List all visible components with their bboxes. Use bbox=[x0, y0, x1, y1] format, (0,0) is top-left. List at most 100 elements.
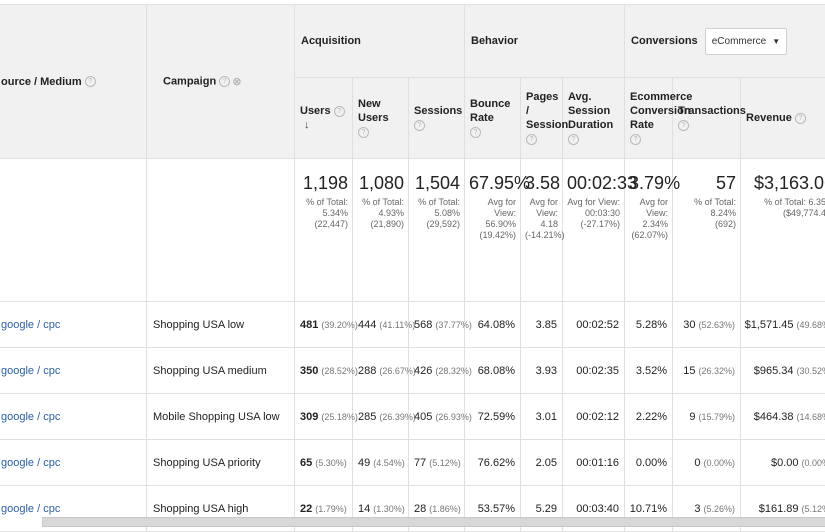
total-users-value: 1,198 bbox=[302, 173, 348, 193]
revenue-column-header[interactable]: Revenue ? bbox=[740, 77, 825, 159]
users-pct: (25.18%) bbox=[321, 411, 358, 422]
total-ecom-rate-value: 3.79% bbox=[629, 173, 681, 193]
help-icon[interactable]: ? bbox=[333, 105, 345, 117]
new-users-column-header[interactable]: New Users? bbox=[352, 77, 409, 159]
source-medium-link[interactable]: google / cpc bbox=[1, 456, 61, 469]
transactions-pct: (26.32%) bbox=[698, 365, 736, 376]
conversions-label: Conversions bbox=[631, 34, 698, 47]
bounce-rate-col-label: Bounce Rate bbox=[470, 98, 511, 124]
help-icon[interactable]: ? bbox=[568, 133, 579, 145]
totals-blank-cell bbox=[146, 158, 295, 302]
revenue-cell: $464.38 bbox=[753, 410, 794, 423]
revenue-pct: (0.00%) bbox=[801, 457, 825, 468]
totals-blank-cell bbox=[0, 158, 147, 302]
source-medium-link[interactable]: google / cpc bbox=[1, 502, 61, 515]
campaign-header[interactable]: Campaign? ⊗ bbox=[146, 4, 295, 159]
total-avg-duration-note: Avg for View: bbox=[567, 197, 621, 207]
bounce-rate-column-header[interactable]: Bounce Rate? bbox=[464, 77, 521, 159]
total-ecom-rate-note: View: bbox=[646, 208, 669, 218]
total-bounce-rate: 67.95% Avg for View: 56.90% (19.42%) bbox=[464, 158, 530, 302]
new-users-cell: 444 bbox=[358, 318, 377, 331]
help-icon[interactable]: ? bbox=[414, 119, 425, 131]
revenue-cell: $0.00 bbox=[771, 456, 799, 469]
help-icon[interactable]: ? bbox=[219, 76, 231, 87]
conversion-type-select[interactable]: eCommerce ▼ bbox=[704, 27, 788, 55]
total-new-users-value: 1,080 bbox=[358, 173, 404, 193]
transactions-column-header[interactable]: Transactions? bbox=[672, 77, 746, 159]
sessions-column-header[interactable]: Sessions ? bbox=[408, 77, 465, 159]
new-users-cell: 288 bbox=[358, 364, 377, 377]
total-ecom-rate-note: 2.34% bbox=[642, 219, 669, 229]
ecom-rate-column-header[interactable]: Ecommerce Conversion Rate ? bbox=[624, 77, 692, 159]
total-revenue-note: % of Total: 6.35% bbox=[764, 197, 825, 207]
source-medium-label: ource / Medium bbox=[1, 75, 82, 88]
help-icon[interactable]: ? bbox=[794, 112, 806, 124]
revenue-cell: $1,571.45 bbox=[744, 318, 794, 331]
avg-duration-cell: 00:01:16 bbox=[576, 456, 620, 469]
help-icon[interactable]: ? bbox=[630, 133, 642, 145]
users-pct: (39.20%) bbox=[321, 319, 358, 330]
pages-session-col-label: Pages / Session bbox=[526, 91, 569, 131]
total-pages-session-note: Avg for bbox=[529, 197, 558, 207]
total-sessions-value: 1,504 bbox=[414, 173, 460, 193]
revenue-pct: (49.68%) bbox=[796, 319, 825, 330]
source-medium-link[interactable]: google / cpc bbox=[1, 364, 61, 377]
ecom-rate-cell: 10.71% bbox=[629, 502, 668, 515]
source-medium-link[interactable]: google / cpc bbox=[1, 410, 61, 423]
remove-dimension-icon[interactable]: ⊗ bbox=[232, 76, 242, 88]
help-icon[interactable]: ? bbox=[526, 133, 537, 145]
total-sessions-note: 5.08% bbox=[434, 208, 460, 218]
new-users-cell: 285 bbox=[358, 410, 377, 423]
pages-session-cell: 2.05 bbox=[535, 456, 557, 469]
total-revenue-value: $3,163.06 bbox=[753, 173, 825, 193]
users-cell: 65 bbox=[300, 456, 313, 469]
users-column-header[interactable]: Users ? ↓ bbox=[294, 77, 353, 159]
avg-duration-cell: 00:02:35 bbox=[576, 364, 620, 377]
new-users-cell: 14 bbox=[358, 502, 371, 515]
new-users-pct: (41.11%) bbox=[379, 319, 416, 330]
sort-descending-icon[interactable]: ↓ bbox=[304, 119, 310, 131]
pages-session-cell: 3.01 bbox=[535, 410, 557, 423]
total-bounce-rate-note: (19.42%) bbox=[479, 230, 516, 240]
pages-session-cell: 3.93 bbox=[535, 364, 557, 377]
total-bounce-rate-note: Avg for View: bbox=[487, 197, 516, 218]
bounce-rate-cell: 53.57% bbox=[477, 502, 515, 515]
users-cell: 309 bbox=[300, 410, 319, 423]
avg-duration-column-header[interactable]: Avg. Session Duration ? bbox=[561, 77, 626, 159]
source-medium-link[interactable]: google / cpc bbox=[1, 318, 61, 331]
ecom-rate-cell: 0.00% bbox=[635, 456, 668, 469]
users-pct: (5.30%) bbox=[315, 457, 347, 468]
help-icon[interactable]: ? bbox=[678, 119, 690, 131]
total-pages-session-note: (-14.21%) bbox=[525, 230, 565, 240]
horizontal-scrollbar[interactable] bbox=[42, 517, 825, 527]
table-row: google / cpc Shopping USA priority 65 (5.… bbox=[0, 439, 825, 486]
total-pages-session-note: View: bbox=[536, 208, 558, 218]
total-pages-session-value: 3.58 bbox=[525, 173, 561, 193]
total-avg-duration: 00:02:33 Avg for View: 00:03:30 (-27.17%… bbox=[561, 158, 637, 302]
totals-row: 1,198 % of Total: 5.34% (22,447) 1,080 %… bbox=[0, 158, 825, 302]
revenue-pct: (14.68%) bbox=[796, 411, 825, 422]
help-icon[interactable]: ? bbox=[84, 76, 96, 88]
total-ecom-rate-note: Avg for bbox=[639, 197, 669, 207]
new-users-pct: (1.30%) bbox=[373, 503, 405, 514]
total-revenue-note: ($49,774.42) bbox=[783, 208, 825, 218]
pages-session-column-header[interactable]: Pages / Session? bbox=[520, 77, 568, 159]
help-icon[interactable]: ? bbox=[358, 126, 369, 138]
total-ecom-rate: 3.79% Avg for View: 2.34% (62.07%) bbox=[624, 158, 681, 302]
users-pct: (28.52%) bbox=[321, 365, 358, 376]
source-medium-header[interactable]: ource / Medium? bbox=[0, 4, 147, 159]
caret-down-icon: ▼ bbox=[772, 36, 781, 46]
pages-session-cell: 5.29 bbox=[535, 502, 557, 515]
total-avg-duration-note: 00:03:30 bbox=[584, 208, 621, 218]
avg-duration-cell: 00:02:52 bbox=[576, 318, 620, 331]
help-icon[interactable]: ? bbox=[470, 126, 481, 138]
total-revenue: $3,163.06 % of Total: 6.35% ($49,774.42) bbox=[740, 158, 825, 302]
sessions-pct: (1.86%) bbox=[429, 503, 461, 514]
new-users-pct: (26.39%) bbox=[379, 411, 416, 422]
table-row: google / cpc Mobile Shopping USA low 309… bbox=[0, 393, 825, 440]
acquisition-group-header: Acquisition bbox=[294, 4, 465, 78]
total-transactions: 57 % of Total: 8.24% (692) bbox=[672, 158, 742, 302]
campaign-cell: Shopping USA priority bbox=[153, 456, 261, 469]
total-users: 1,198 % of Total: 5.34% (22,447) bbox=[294, 158, 353, 302]
report-table: ource / Medium? Campaign? ⊗ Acquisition B… bbox=[0, 4, 825, 532]
